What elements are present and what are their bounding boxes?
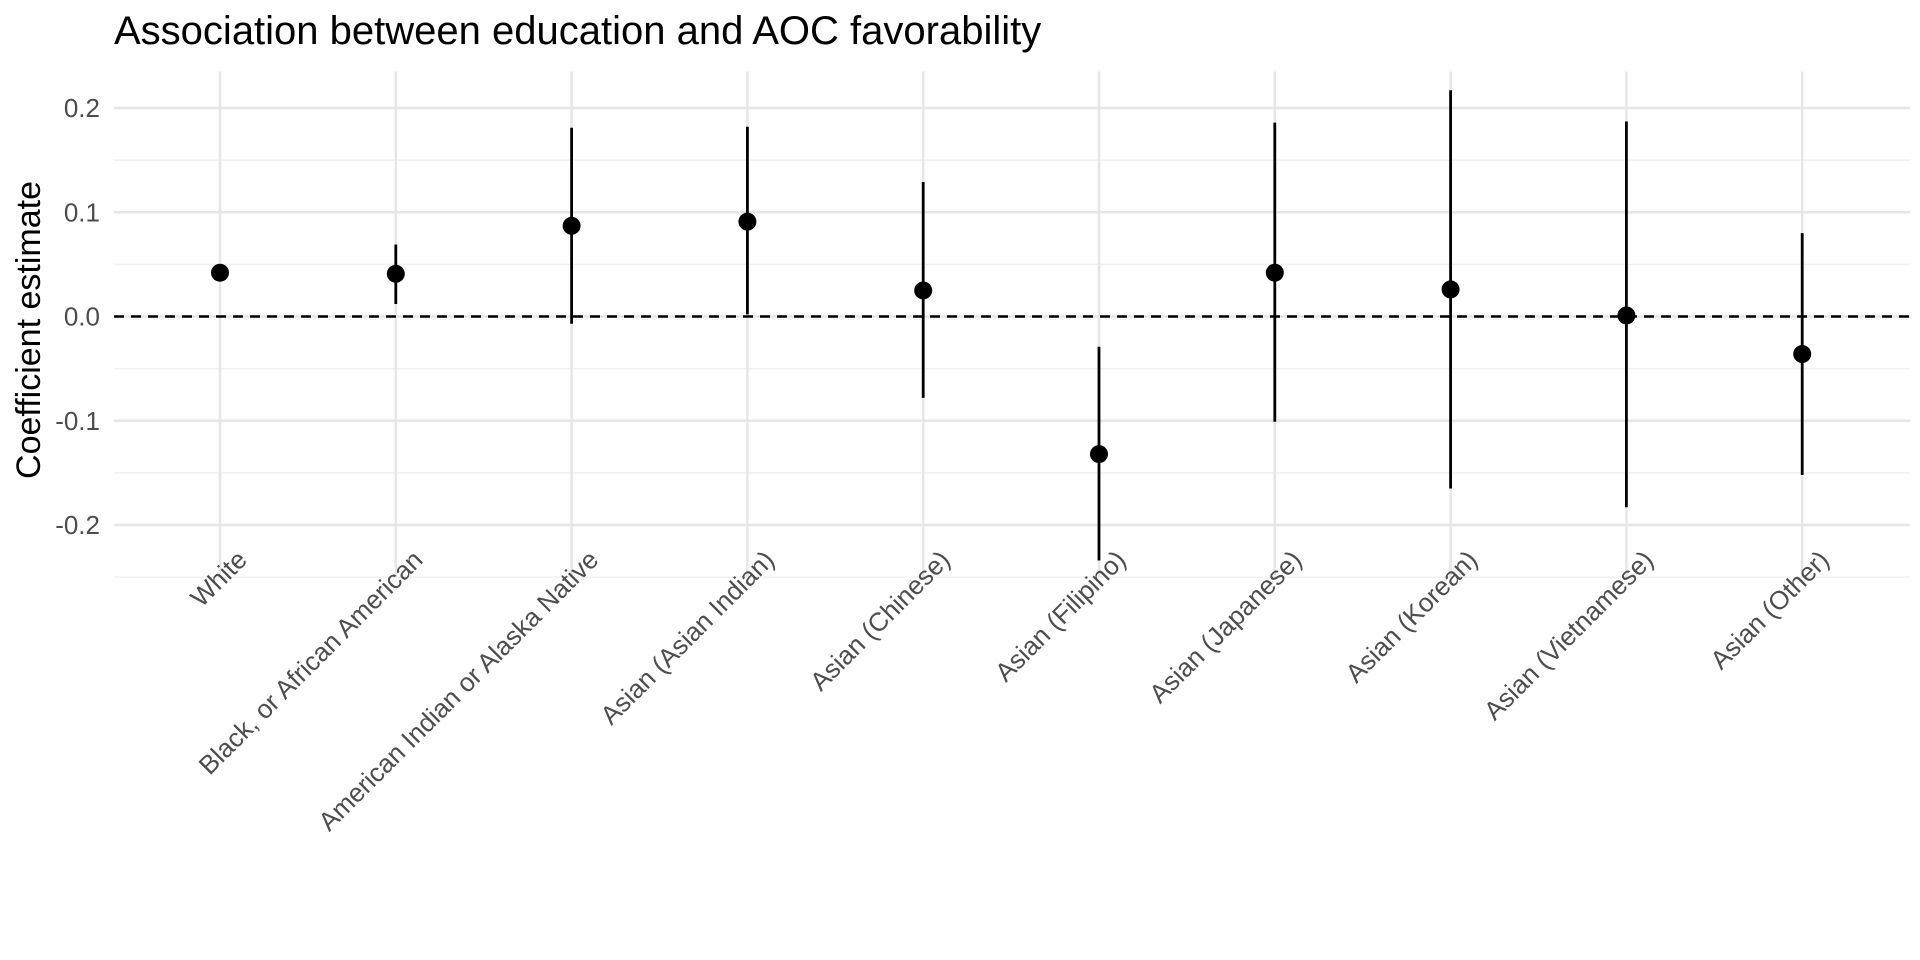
x-tick-label: Asian (Korean) (1339, 544, 1483, 688)
estimate-point (562, 216, 581, 235)
estimate-point (738, 212, 757, 231)
x-tick-label: Asian (Japanese) (1143, 544, 1307, 708)
y-axis-ticks: -0.2 -0.1 0.0 0.1 0.2 (55, 93, 100, 540)
estimate-point (1441, 280, 1460, 299)
estimate-point (1617, 306, 1636, 325)
estimate-point (1090, 445, 1108, 464)
x-tick-label: Asian (Vietnamese) (1478, 544, 1659, 725)
x-tick-label: Asian (Filipino) (989, 544, 1132, 687)
y-tick-label: 0.1 (64, 197, 100, 227)
grid-lines (114, 71, 1910, 578)
x-tick-label: American Indian or Alaska Native (312, 544, 604, 836)
estimate-point (1265, 263, 1284, 282)
x-tick-label: Asian (Chinese) (804, 544, 956, 696)
estimate-point (914, 281, 933, 300)
x-tick-label: White (184, 544, 252, 612)
estimate-point (211, 263, 229, 282)
y-tick-label: 0.0 (64, 302, 100, 332)
x-tick-label: Asian (Asian Indian) (594, 544, 780, 730)
y-axis-label: Coefficient estimate (10, 181, 48, 479)
estimate-point (1793, 345, 1812, 364)
x-tick-label: Asian (Other) (1704, 544, 1835, 675)
y-tick-label: -0.1 (55, 406, 100, 436)
estimate-points (211, 212, 1812, 464)
estimate-point (386, 264, 405, 283)
chart-title: Association between education and AOC fa… (114, 9, 1041, 53)
y-tick-label: 0.2 (64, 93, 100, 123)
y-tick-label: -0.2 (55, 510, 100, 540)
